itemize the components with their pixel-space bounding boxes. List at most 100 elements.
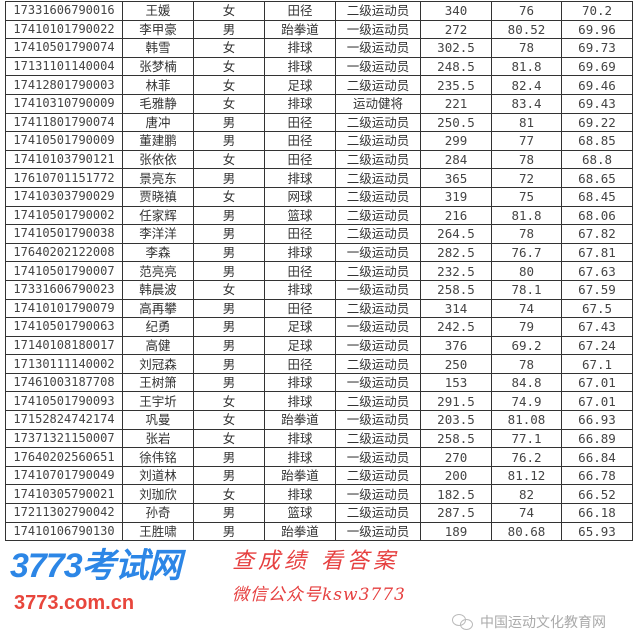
exam-id-cell: 17371321150007 [5, 428, 123, 449]
sport-score-cell: 376 [420, 335, 492, 356]
gender-cell: 男 [193, 19, 265, 40]
name-cell: 孙奇 [122, 503, 194, 523]
name-cell: 高再攀 [122, 298, 194, 319]
athlete-level-cell: 一级运动员 [335, 279, 421, 300]
culture-score-cell: 74 [491, 298, 562, 319]
exam-id-cell: 17152824742174 [5, 410, 123, 430]
table-row: 17331606790016 王媛女田径 二级运动员 340 76 70.2 [5, 1, 633, 21]
table-row: 17640202560651 徐伟铭男排球 一级运动员 270 76.2 66.84 [5, 447, 633, 467]
exam-id-cell: 17410501790009 [5, 131, 123, 151]
name-cell: 刘道林 [122, 465, 194, 486]
exam-id-cell: 17410501790007 [5, 261, 123, 281]
table-row: 17610701151772 景亮东男排球 二级运动员 365 72 68.65 [5, 168, 633, 188]
gender-cell: 男 [193, 354, 265, 374]
name-cell: 张依依 [122, 149, 194, 170]
culture-score-cell: 80.52 [491, 19, 562, 40]
athlete-level-cell: 二级运动员 [335, 149, 421, 170]
gender-cell: 男 [193, 224, 265, 244]
name-cell: 高健 [122, 335, 194, 356]
table-row: 17410103790121 张依依女田径 二级运动员 284 78 68.8 [5, 149, 633, 170]
table-row: 17410501790074 韩雪女排球 一级运动员 302.5 78 69.73 [5, 38, 633, 58]
gender-cell: 女 [193, 410, 265, 430]
sport-score-cell: 232.5 [420, 261, 492, 281]
culture-score-cell: 81.08 [491, 410, 562, 430]
exam-id-cell: 17410101790079 [5, 298, 123, 319]
athlete-level-cell: 二级运动员 [335, 205, 421, 226]
culture-score-cell: 78 [491, 38, 562, 58]
sport-score-cell: 189 [420, 521, 492, 542]
sport-score-cell: 299 [420, 131, 492, 151]
name-cell: 韩晨波 [122, 279, 194, 300]
table-row: 17331606790023 韩晨波女排球 一级运动员 258.5 78.1 67.59 [5, 279, 633, 300]
sport-cell: 跆拳道 [264, 521, 336, 542]
watermark-domain: 3773.com.cn [14, 592, 135, 614]
name-cell: 李洋洋 [122, 224, 194, 244]
sport-score-cell: 291.5 [420, 391, 492, 412]
sport-cell: 田径 [264, 298, 336, 319]
table-row: 17152824742174 巩曼女跆拳道 一级运动员 203.5 81.08 66.93 [5, 410, 633, 430]
gender-cell: 男 [193, 168, 265, 188]
sport-cell: 排球 [264, 279, 336, 300]
sport-cell: 田径 [264, 1, 336, 21]
total-score-cell: 66.52 [561, 484, 633, 505]
athlete-level-cell: 二级运动员 [335, 75, 421, 95]
table-row: 17411801790074 唐冲男田径 二级运动员 250.5 81 69.22 [5, 112, 633, 133]
sport-cell: 排球 [264, 93, 336, 114]
sport-cell: 跆拳道 [264, 465, 336, 486]
sport-score-cell: 250 [420, 354, 492, 374]
athlete-level-cell: 一级运动员 [335, 372, 421, 393]
athlete-level-cell: 二级运动员 [335, 503, 421, 523]
name-cell: 景亮东 [122, 168, 194, 188]
name-cell: 毛雅静 [122, 93, 194, 114]
exam-id-cell: 17410106790130 [5, 521, 123, 542]
sport-cell: 足球 [264, 317, 336, 337]
culture-score-cell: 84.8 [491, 372, 562, 393]
culture-score-cell: 77 [491, 131, 562, 151]
sport-score-cell: 221 [420, 93, 492, 114]
culture-score-cell: 78.1 [491, 279, 562, 300]
table-row: 17410305790021 刘珈欣女排球 一级运动员 182.5 82 66.52 [5, 484, 633, 505]
total-score-cell: 70.2 [561, 1, 633, 21]
culture-score-cell: 76.7 [491, 242, 562, 263]
culture-score-cell: 69.2 [491, 335, 562, 356]
sport-score-cell: 287.5 [420, 503, 492, 523]
name-cell: 任家辉 [122, 205, 194, 226]
exam-id-cell: 17410501790063 [5, 317, 123, 337]
exam-id-cell: 17131101140004 [5, 56, 123, 77]
sport-cell: 田径 [264, 149, 336, 170]
athlete-level-cell: 二级运动员 [335, 168, 421, 188]
sport-cell: 篮球 [264, 205, 336, 226]
sport-cell: 足球 [264, 75, 336, 95]
sport-cell: 排球 [264, 56, 336, 77]
gender-cell: 女 [193, 38, 265, 58]
name-cell: 刘冠森 [122, 354, 194, 374]
sport-cell: 排球 [264, 168, 336, 188]
sport-cell: 田径 [264, 261, 336, 281]
athlete-level-cell: 二级运动员 [335, 112, 421, 133]
name-cell: 纪勇 [122, 317, 194, 337]
table-row: 17211302790042 孙奇男篮球 二级运动员 287.5 74 66.18 [5, 503, 633, 523]
total-score-cell: 66.93 [561, 410, 633, 430]
exam-id-cell: 17130111140002 [5, 354, 123, 374]
total-score-cell: 68.45 [561, 186, 633, 207]
athlete-level-cell: 二级运动员 [335, 224, 421, 244]
sport-score-cell: 340 [420, 1, 492, 21]
table-row: 17410501790009 董建鹏男田径 二级运动员 299 77 68.85 [5, 131, 633, 151]
total-score-cell: 69.43 [561, 93, 633, 114]
total-score-cell: 67.59 [561, 279, 633, 300]
sport-cell: 排球 [264, 38, 336, 58]
sport-score-cell: 319 [420, 186, 492, 207]
total-score-cell: 69.22 [561, 112, 633, 133]
gender-cell: 男 [193, 242, 265, 263]
gender-cell: 男 [193, 335, 265, 356]
sport-score-cell: 302.5 [420, 38, 492, 58]
gender-cell: 男 [193, 372, 265, 393]
watermark-logo: 3773考试网 [10, 547, 182, 585]
name-cell: 王媛 [122, 1, 194, 21]
athlete-level-cell: 一级运动员 [335, 484, 421, 505]
wechat-icon [452, 614, 474, 630]
culture-score-cell: 80 [491, 261, 562, 281]
sport-cell: 田径 [264, 224, 336, 244]
table-row: 17140108180017 高健男足球 一级运动员 376 69.2 67.24 [5, 335, 633, 356]
exam-id-cell: 17410501790074 [5, 38, 123, 58]
